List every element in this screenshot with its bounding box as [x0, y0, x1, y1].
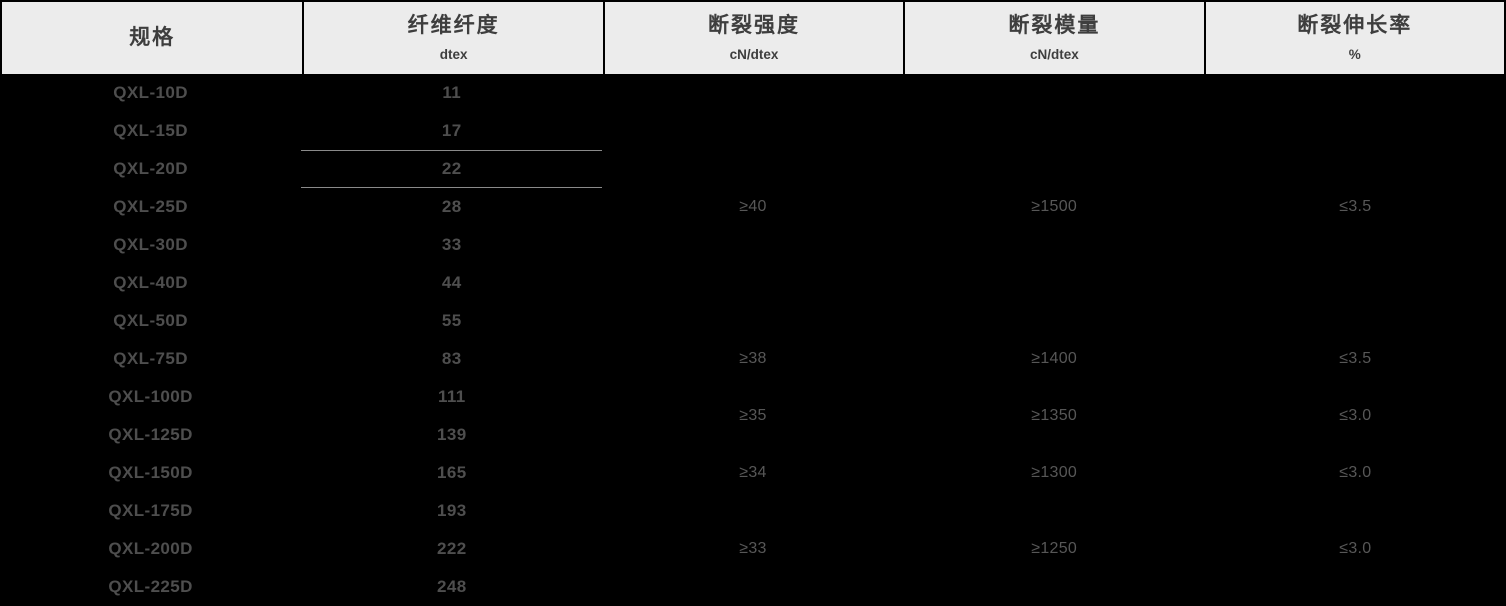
column-title: 规格 [129, 26, 176, 49]
header-cell-spec: 规格 [2, 2, 302, 74]
elongation-cell: ≤3.0 [1339, 464, 1372, 481]
header-cell-breaking-strength: 断裂强度 cN/dtex [602, 2, 903, 74]
elongation-cell: ≤3.5 [1339, 350, 1372, 367]
table-body: QXL-10D QXL-15D QXL-20D QXL-25D QXL-30D … [0, 74, 1506, 606]
header-cell-elongation: 断裂伸长率 % [1203, 2, 1504, 74]
modulus-cell: ≥1500 [1031, 198, 1078, 215]
dtex-cell: 83 [441, 349, 462, 368]
strength-cell: ≥33 [739, 540, 767, 557]
dtex-cell: 33 [441, 235, 462, 254]
table-header-row: 规格 纤维纤度 dtex 断裂强度 cN/dtex 断裂模量 cN/dtex 断… [0, 0, 1506, 74]
spec-cell: QXL-100D [108, 387, 193, 406]
dtex-cell: 193 [437, 501, 467, 520]
column-title: 断裂强度 [707, 14, 800, 37]
dtex-cell: 222 [437, 539, 467, 558]
spec-cell: QXL-40D [113, 273, 188, 292]
strength-cell: ≥35 [739, 407, 767, 424]
spec-cell: QXL-50D [113, 311, 188, 330]
dtex-cell: 11 [442, 83, 462, 102]
column-unit: % [1348, 47, 1361, 62]
spec-cell: QXL-30D [113, 235, 188, 254]
dtex-cell: 111 [437, 387, 466, 406]
dtex-cell: 139 [437, 425, 467, 444]
spec-cell: QXL-175D [108, 501, 193, 520]
elongation-cell: ≤3.5 [1339, 198, 1372, 215]
strength-cell: ≥34 [739, 464, 767, 481]
spec-cell: QXL-10D [113, 83, 188, 102]
dtex-cell: 44 [441, 273, 462, 292]
modulus-cell: ≥1250 [1031, 540, 1078, 557]
header-cell-fineness: 纤维纤度 dtex [302, 2, 602, 74]
spec-cell: QXL-75D [113, 349, 188, 368]
elongation-cell: ≤3.0 [1339, 540, 1372, 557]
dtex-cell: 28 [441, 197, 462, 216]
dtex-cell: 248 [437, 577, 467, 596]
spec-cell: QXL-125D [108, 425, 193, 444]
spec-cell: QXL-150D [108, 463, 193, 482]
dtex-cell: 55 [441, 311, 462, 330]
column-title: 纤维纤度 [407, 14, 500, 37]
modulus-cell: ≥1400 [1031, 350, 1078, 367]
dtex-cell: 17 [441, 121, 462, 140]
column-title: 断裂伸长率 [1297, 14, 1413, 37]
strength-cell: ≥40 [739, 198, 767, 215]
column-unit: dtex [439, 47, 468, 62]
modulus-cell: ≥1350 [1031, 407, 1078, 424]
spec-cell: QXL-225D [108, 577, 193, 596]
spec-cell: QXL-15D [113, 121, 188, 140]
modulus-cell: ≥1300 [1031, 464, 1078, 481]
strength-cell: ≥38 [739, 350, 767, 367]
elongation-cell: ≤3.0 [1339, 407, 1372, 424]
dtex-cell: 165 [437, 463, 467, 482]
column-unit: cN/dtex [1030, 47, 1079, 62]
spec-cell: QXL-20D [113, 159, 188, 178]
dtex-cell-ruled: 22 [301, 150, 603, 188]
column-title: 断裂模量 [1008, 14, 1101, 37]
spec-cell: QXL-200D [108, 539, 193, 558]
column-unit: cN/dtex [729, 47, 779, 62]
spec-cell: QXL-25D [113, 197, 188, 216]
header-cell-breaking-modulus: 断裂模量 cN/dtex [903, 2, 1203, 74]
